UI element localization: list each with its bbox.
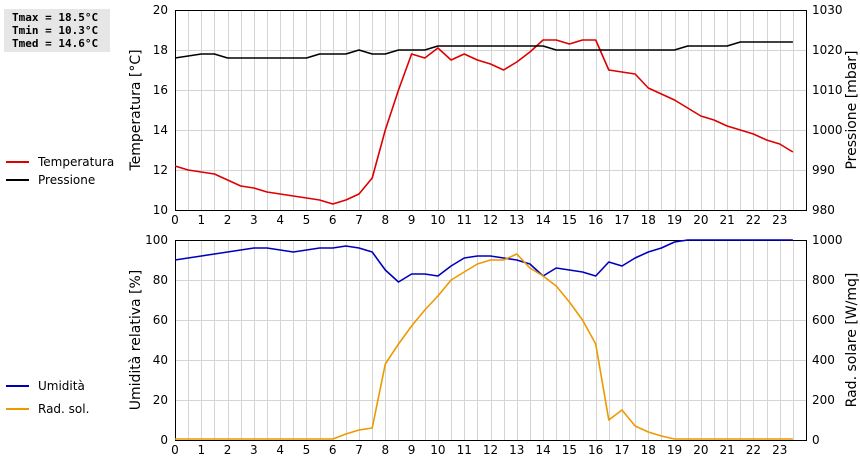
x-tick-label: 22 xyxy=(746,213,761,227)
legend-label: Umidità xyxy=(38,379,85,393)
y-tick-label-right: 1030 xyxy=(812,3,843,17)
x-tick-label: 14 xyxy=(535,443,550,457)
x-tick-label: 5 xyxy=(303,213,311,227)
y-tick-label-right: 1000 xyxy=(812,233,843,247)
y-tick-label-left: 12 xyxy=(153,163,168,177)
x-tick-label: 9 xyxy=(408,213,416,227)
x-tick-label: 14 xyxy=(535,213,550,227)
x-tick-label: 13 xyxy=(509,213,524,227)
y-axis-title-right: Pressione [mbar] xyxy=(844,50,860,169)
y-tick-label-left: 40 xyxy=(153,353,168,367)
y-tick-label-right: 400 xyxy=(812,353,835,367)
x-tick-label: 18 xyxy=(641,213,656,227)
y-tick-label-right: 800 xyxy=(812,273,835,287)
y-tick-label-left: 80 xyxy=(153,273,168,287)
x-tick-label: 8 xyxy=(382,213,390,227)
y-tick-label-left: 18 xyxy=(153,43,168,57)
plot-frame xyxy=(175,10,807,211)
x-tick-label: 23 xyxy=(772,213,787,227)
x-tick-label: 19 xyxy=(667,213,682,227)
x-tick-label: 10 xyxy=(430,443,445,457)
x-tick-label: 21 xyxy=(719,213,734,227)
y-tick-label-left: 60 xyxy=(153,313,168,327)
x-tick-label: 2 xyxy=(224,213,232,227)
y-tick-label-right: 990 xyxy=(812,163,835,177)
series-line xyxy=(174,239,793,283)
x-tick-label: 1 xyxy=(197,213,205,227)
plot-frame xyxy=(175,240,807,441)
x-tick-label: 13 xyxy=(509,443,524,457)
legend-label: Rad. sol. xyxy=(38,402,89,416)
x-tick-label: 15 xyxy=(562,213,577,227)
x-tick-label: 4 xyxy=(276,213,284,227)
x-tick-label: 16 xyxy=(588,443,603,457)
x-tick-label: 16 xyxy=(588,213,603,227)
legend-label: Temperatura xyxy=(37,155,114,169)
y-tick-label-right: 980 xyxy=(812,203,835,217)
y-tick-label-left: 100 xyxy=(145,233,168,247)
x-tick-label: 17 xyxy=(614,213,629,227)
stats-box: Tmax = 18.5°C Tmin = 10.3°C Tmed = 14.6°… xyxy=(4,9,110,52)
x-tick-label: 17 xyxy=(614,443,629,457)
series-line xyxy=(174,39,794,205)
x-tick-label: 20 xyxy=(693,213,708,227)
x-tick-label: 22 xyxy=(746,443,761,457)
y-axis-title-right: Rad. solare [W/mq] xyxy=(844,273,860,408)
x-tick-label: 0 xyxy=(171,213,179,227)
x-tick-label: 6 xyxy=(329,443,337,457)
y-tick-label-left: 20 xyxy=(153,3,168,17)
x-tick-label: 0 xyxy=(171,443,179,457)
y-tick-label-right: 0 xyxy=(812,433,820,447)
x-tick-label: 8 xyxy=(382,443,390,457)
y-axis-title-left: Umidità relativa [%] xyxy=(128,270,144,411)
stat-tmax: Tmax = 18.5°C xyxy=(12,11,99,24)
x-tick-label: 6 xyxy=(329,213,337,227)
x-tick-label: 12 xyxy=(483,443,498,457)
x-tick-label: 11 xyxy=(457,443,472,457)
x-tick-label: 18 xyxy=(641,443,656,457)
y-axis-title-left: Temperatura [°C] xyxy=(128,49,144,171)
series-line xyxy=(175,253,793,440)
y-tick-label-right: 1010 xyxy=(812,83,843,97)
x-tick-label: 4 xyxy=(276,443,284,457)
y-tick-label-right: 600 xyxy=(812,313,835,327)
y-tick-label-left: 14 xyxy=(153,123,168,137)
x-tick-label: 2 xyxy=(224,443,232,457)
x-tick-label: 20 xyxy=(693,443,708,457)
stat-tmin: Tmin = 10.3°C xyxy=(12,24,99,37)
x-tick-label: 10 xyxy=(430,213,445,227)
series-line xyxy=(174,41,793,59)
x-tick-label: 23 xyxy=(772,443,787,457)
y-tick-label-right: 1020 xyxy=(812,43,843,57)
y-tick-label-right: 200 xyxy=(812,393,835,407)
stat-tmed: Tmed = 14.6°C xyxy=(12,37,99,50)
y-tick-label-left: 10 xyxy=(153,203,168,217)
x-tick-label: 1 xyxy=(197,443,205,457)
x-tick-label: 3 xyxy=(250,443,258,457)
x-tick-label: 15 xyxy=(562,443,577,457)
legend-label: Pressione xyxy=(38,173,95,187)
x-tick-label: 3 xyxy=(250,213,258,227)
x-tick-label: 21 xyxy=(719,443,734,457)
y-tick-label-left: 0 xyxy=(160,433,168,447)
x-tick-label: 7 xyxy=(355,213,363,227)
x-tick-label: 9 xyxy=(408,443,416,457)
x-tick-label: 11 xyxy=(457,213,472,227)
x-tick-label: 7 xyxy=(355,443,363,457)
x-tick-label: 5 xyxy=(303,443,311,457)
y-tick-label-right: 1000 xyxy=(812,123,843,137)
y-tick-label-left: 20 xyxy=(153,393,168,407)
x-tick-label: 19 xyxy=(667,443,682,457)
y-tick-label-left: 16 xyxy=(153,83,168,97)
x-tick-label: 12 xyxy=(483,213,498,227)
